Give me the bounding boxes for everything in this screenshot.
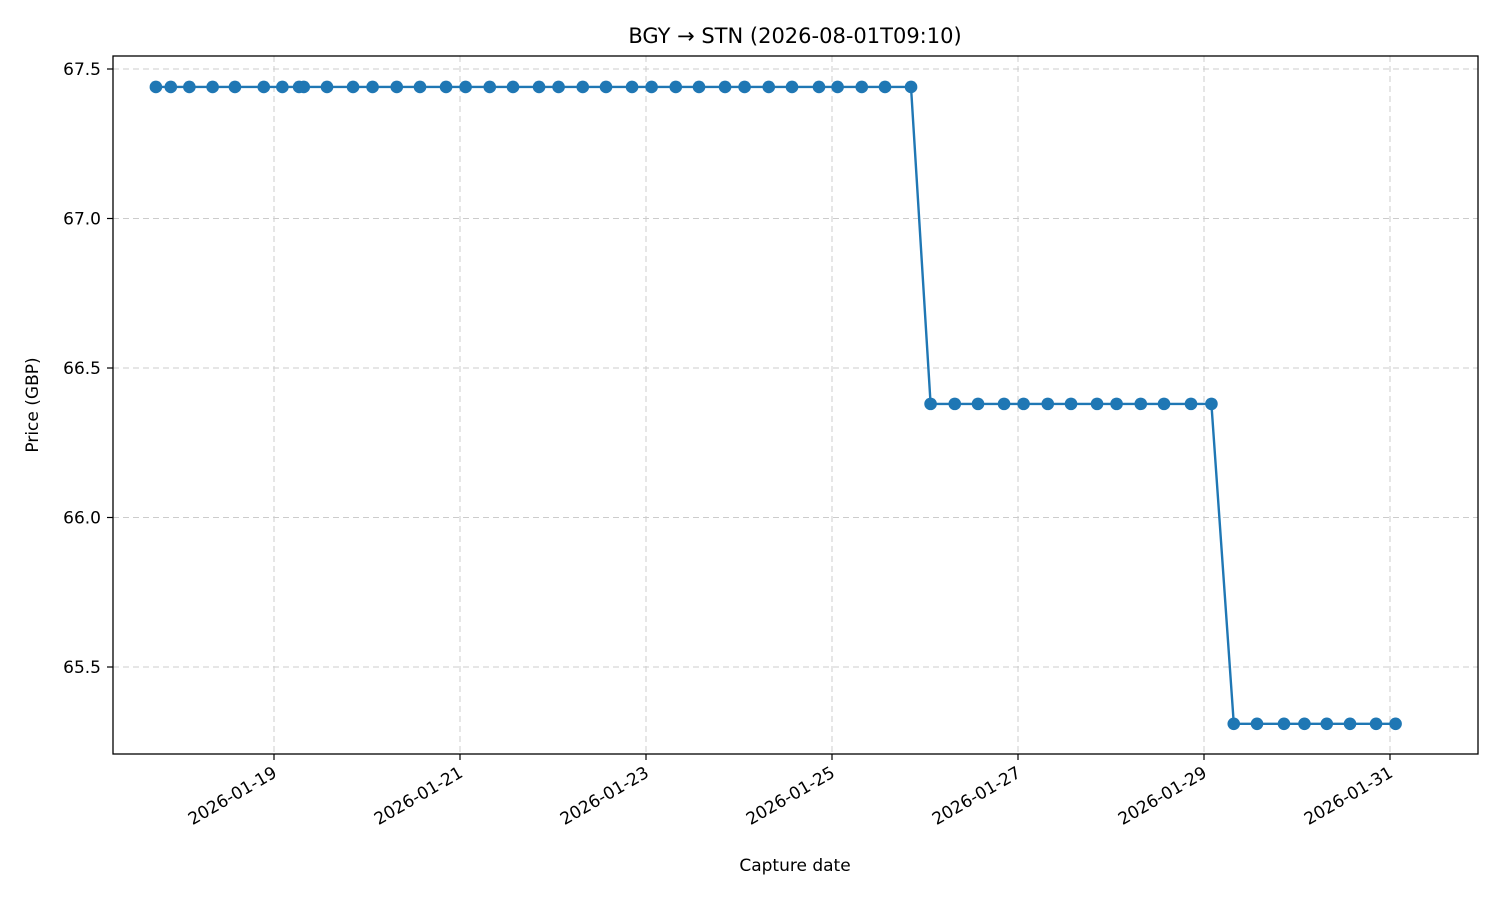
data-point-marker <box>206 80 219 94</box>
data-point-marker <box>164 80 178 94</box>
data-point-marker <box>1298 717 1311 731</box>
data-point-marker <box>390 80 404 94</box>
y-tick-label: 67.5 <box>63 60 101 80</box>
x-axis-ticks: 2026-01-19 2026-01-21 2026-01-23 2026-01-25… <box>185 754 1397 830</box>
data-point-marker <box>645 80 658 94</box>
data-point-marker <box>831 80 844 94</box>
x-tick-label: 2026-01-27 <box>929 763 1025 830</box>
data-point-marker <box>855 80 869 94</box>
data-point-marker <box>506 80 520 94</box>
series-price <box>149 80 1402 731</box>
data-point-marker <box>1250 717 1264 731</box>
data-point-marker <box>599 80 613 94</box>
data-point-marker <box>762 80 776 94</box>
x-tick-label: 2026-01-21 <box>371 763 467 830</box>
data-point-marker <box>276 80 289 94</box>
y-tick-label: 66.0 <box>63 509 101 529</box>
data-point-marker <box>1184 397 1198 411</box>
plot-frame <box>112 55 1479 755</box>
data-point-marker <box>1157 397 1171 411</box>
x-axis-label: Capture date <box>739 856 850 876</box>
data-point-marker <box>997 397 1011 411</box>
data-point-marker <box>483 80 497 94</box>
data-point-marker <box>459 80 472 94</box>
x-tick-label: 2026-01-31 <box>1301 763 1397 830</box>
data-point-marker <box>904 80 918 94</box>
y-tick-label: 65.5 <box>63 658 101 678</box>
x-tick-label: 2026-01-19 <box>185 763 281 830</box>
data-point-marker <box>948 397 962 411</box>
y-tick-label: 67.0 <box>63 210 101 230</box>
y-axis-label: Price (GBP) <box>23 357 43 452</box>
data-point-marker <box>1227 717 1241 731</box>
data-point-marker <box>669 80 683 94</box>
data-point-marker <box>718 80 732 94</box>
data-point-marker <box>1277 717 1291 731</box>
data-point-marker <box>812 80 826 94</box>
data-point-marker <box>183 80 196 94</box>
data-point-marker <box>1369 717 1383 731</box>
data-point-marker <box>1041 397 1055 411</box>
data-point-marker <box>878 80 892 94</box>
data-point-marker <box>1064 397 1078 411</box>
data-point-marker <box>924 397 937 411</box>
data-point-marker <box>785 80 799 94</box>
y-tick-label: 66.5 <box>63 359 101 379</box>
data-point-marker <box>738 80 751 94</box>
data-point-marker <box>257 80 271 94</box>
data-point-marker <box>228 80 242 94</box>
data-point-marker <box>366 80 379 94</box>
data-point-marker <box>576 80 590 94</box>
data-point-marker <box>625 80 639 94</box>
grid-lines <box>113 56 1478 754</box>
x-tick-label: 2026-01-23 <box>557 763 653 830</box>
data-point-marker <box>1389 717 1402 731</box>
data-point-marker <box>971 397 985 411</box>
data-point-marker <box>320 80 334 94</box>
data-point-marker <box>532 80 546 94</box>
data-point-marker <box>297 80 311 94</box>
data-point-marker <box>692 80 706 94</box>
data-point-marker <box>1090 397 1104 411</box>
data-point-marker <box>1205 397 1218 411</box>
data-point-marker <box>1343 717 1357 731</box>
data-point-marker <box>1110 397 1123 411</box>
data-point-marker <box>149 80 163 94</box>
data-point-marker <box>346 80 360 94</box>
y-axis-ticks: 65.5 66.0 66.5 67.0 67.5 <box>63 60 113 678</box>
chart-title: BGY → STN (2026-08-01T09:10) <box>628 24 961 48</box>
x-tick-label: 2026-01-25 <box>743 763 839 830</box>
x-tick-label: 2026-01-29 <box>1115 763 1211 830</box>
data-point-marker <box>1320 717 1334 731</box>
data-point-marker <box>439 80 453 94</box>
data-point-marker <box>413 80 427 94</box>
data-point-marker <box>1134 397 1148 411</box>
data-point-marker <box>1017 397 1030 411</box>
data-point-marker <box>552 80 565 94</box>
